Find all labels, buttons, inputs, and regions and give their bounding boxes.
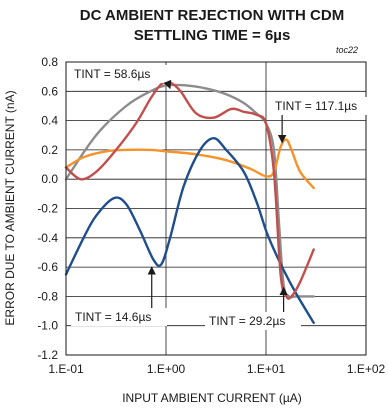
figure-tag: toc22 [336, 45, 358, 55]
annotation-label: TINT = 14.6µs [75, 310, 151, 324]
annotation-box [70, 65, 168, 83]
y-tick-label: 0.2 [41, 143, 58, 157]
y-tick-label: 0.4 [41, 114, 58, 128]
y-tick-label: -0.6 [37, 260, 58, 274]
y-tick-label: -0.8 [37, 289, 58, 303]
series-line-tint-14-6-s [64, 137, 315, 324]
y-tick-label: -1.0 [37, 319, 58, 333]
annotation-box [71, 308, 167, 326]
series-group [64, 80, 315, 324]
x-tick-label: 1.E+00 [147, 362, 186, 376]
y-tick-label: 0.0 [41, 172, 58, 186]
plot-frame [65, 61, 367, 356]
y-tick-label: -0.4 [37, 231, 58, 245]
series-line-tint-58-6-s [64, 83, 315, 299]
annotation-label: TINT = 29.2µs [209, 314, 285, 328]
annotation: TINT = 29.2µs [205, 286, 301, 330]
y-tick-label: -0.2 [37, 202, 58, 216]
annotation: TINT = 14.6µs [71, 266, 167, 326]
annotation-label: TINT = 117.1µs [275, 99, 357, 113]
x-tick-labels: 1.E-01 1.E+00 1.E+01 1.E+02 [48, 362, 385, 376]
y-tick-label: 0.6 [41, 84, 58, 98]
annotation: TINT = 117.1µs [271, 97, 377, 144]
y-axis-label: ERROR DUE TO AMBIENT CURRENT (nA) [3, 90, 17, 325]
annotation-box [271, 97, 377, 115]
y-tick-label: 0.8 [41, 55, 58, 69]
chart-title-line1: DC AMBIENT REJECTION WITH CDM [80, 7, 344, 24]
chart-title-line2: SETTLING TIME = 6µs [134, 27, 291, 44]
annotation-arrow [163, 79, 172, 90]
annotations: TINT = 58.6µs TINT = 117.1µs TINT = 14.6µs… [70, 65, 377, 330]
x-tick-label: 1.E+02 [347, 362, 386, 376]
annotation-box [205, 312, 301, 330]
y-tick-labels: -1.2 -1.0 -0.8 -0.6 -0.4 -0.2 0.0 0.2 0.4 0.6 0.8 [37, 55, 58, 362]
x-tick-label: 1.E-01 [48, 362, 84, 376]
x-axis-label: INPUT AMBIENT CURRENT (µA) [122, 391, 302, 405]
y-tick-label: -1.2 [37, 348, 58, 362]
annotation-label: TINT = 58.6µs [74, 67, 150, 81]
x-tick-label: 1.E+01 [247, 362, 286, 376]
annotation: TINT = 58.6µs [70, 65, 172, 90]
